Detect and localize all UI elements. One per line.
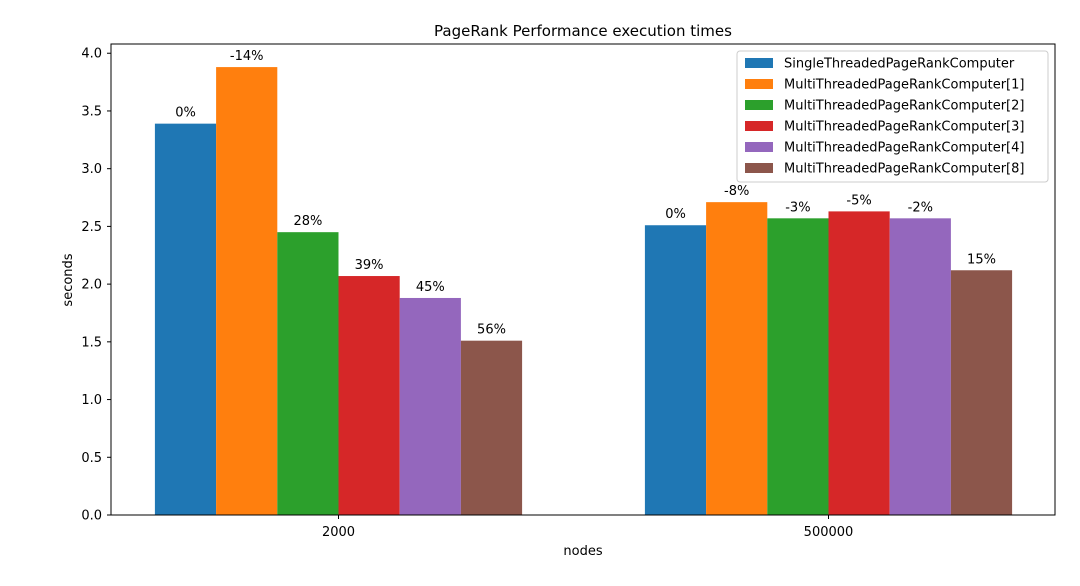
y-tick-label: 4.0 bbox=[81, 47, 102, 62]
value-labels-layer: 0% 0% -14% -8% 28% -3% 39% -5% 45% -2% 56% 15% bbox=[175, 49, 996, 338]
y-tick-label: 3.0 bbox=[81, 162, 102, 177]
y-tick-label: 2.5 bbox=[81, 220, 102, 235]
y-tick-label: 1.0 bbox=[81, 393, 102, 408]
y-tick-label: 1.5 bbox=[81, 335, 102, 350]
axes-layer: 0.0 0.5 1.0 1.5 2.0 2.5 3.0 3.5 4.0 2000 500000 bbox=[81, 43, 1056, 540]
x-axis-label: nodes bbox=[563, 544, 602, 559]
x-tick-label: 2000 bbox=[322, 525, 355, 540]
legend-swatch bbox=[745, 58, 773, 68]
bar-value-label: 45% bbox=[416, 280, 445, 295]
y-axis-label: seconds bbox=[61, 253, 76, 306]
legend-entry-label: MultiThreadedPageRankComputer[1] bbox=[784, 78, 1024, 93]
bar-2000-series-1 bbox=[216, 67, 278, 515]
legend-swatch bbox=[745, 100, 773, 110]
chart-title: PageRank Performance execution times bbox=[434, 22, 732, 40]
bar-value-label: 28% bbox=[293, 214, 322, 229]
bar-500000-series-3 bbox=[828, 211, 890, 515]
bar-2000-series-5 bbox=[460, 340, 523, 515]
legend-entry-label: MultiThreadedPageRankComputer[4] bbox=[784, 141, 1024, 156]
bar-value-label: -5% bbox=[846, 193, 871, 208]
bar-value-label: -8% bbox=[724, 184, 749, 199]
legend-entry-label: MultiThreadedPageRankComputer[3] bbox=[784, 120, 1024, 135]
legend-swatch bbox=[745, 79, 773, 89]
bars-layer bbox=[154, 67, 1013, 516]
y-tick-label: 3.5 bbox=[81, 104, 102, 119]
bar-500000-series-1 bbox=[706, 202, 768, 515]
bar-value-label: -3% bbox=[785, 200, 810, 215]
bar-value-label: 0% bbox=[665, 207, 686, 222]
legend-swatch bbox=[745, 121, 773, 131]
plot-frame bbox=[110, 43, 1056, 516]
bar-500000-series-5 bbox=[950, 270, 1013, 515]
y-tick-label: 0.5 bbox=[81, 451, 102, 466]
bar-value-label: 0% bbox=[175, 106, 196, 121]
bar-500000-series-2 bbox=[767, 218, 829, 515]
legend: SingleThreadedPageRankComputer MultiThrea… bbox=[736, 50, 1049, 183]
legend-swatch bbox=[745, 142, 773, 152]
bar-2000-series-0 bbox=[154, 123, 217, 516]
x-tick-label: 500000 bbox=[804, 525, 854, 540]
bar-2000-series-4 bbox=[399, 297, 461, 515]
legend-entry-label: MultiThreadedPageRankComputer[8] bbox=[784, 162, 1024, 177]
legend-swatch bbox=[745, 163, 773, 173]
bar-2000-series-2 bbox=[277, 232, 339, 516]
legend-entry-label: MultiThreadedPageRankComputer[2] bbox=[784, 99, 1024, 114]
legend-entry-label: SingleThreadedPageRankComputer bbox=[784, 57, 1015, 72]
bar-value-label: -14% bbox=[230, 49, 264, 64]
legend-box bbox=[736, 50, 1049, 183]
y-tick-label: 0.0 bbox=[81, 509, 102, 524]
bar-value-label: -2% bbox=[908, 200, 933, 215]
bar-value-label: 39% bbox=[355, 258, 384, 273]
y-tick-label: 2.0 bbox=[81, 278, 102, 293]
bar-500000-series-4 bbox=[889, 218, 951, 515]
bar-500000-series-0 bbox=[644, 225, 707, 516]
bar-value-label: 15% bbox=[967, 252, 996, 267]
bar-value-label: 56% bbox=[477, 323, 506, 338]
bar-2000-series-3 bbox=[338, 276, 400, 515]
